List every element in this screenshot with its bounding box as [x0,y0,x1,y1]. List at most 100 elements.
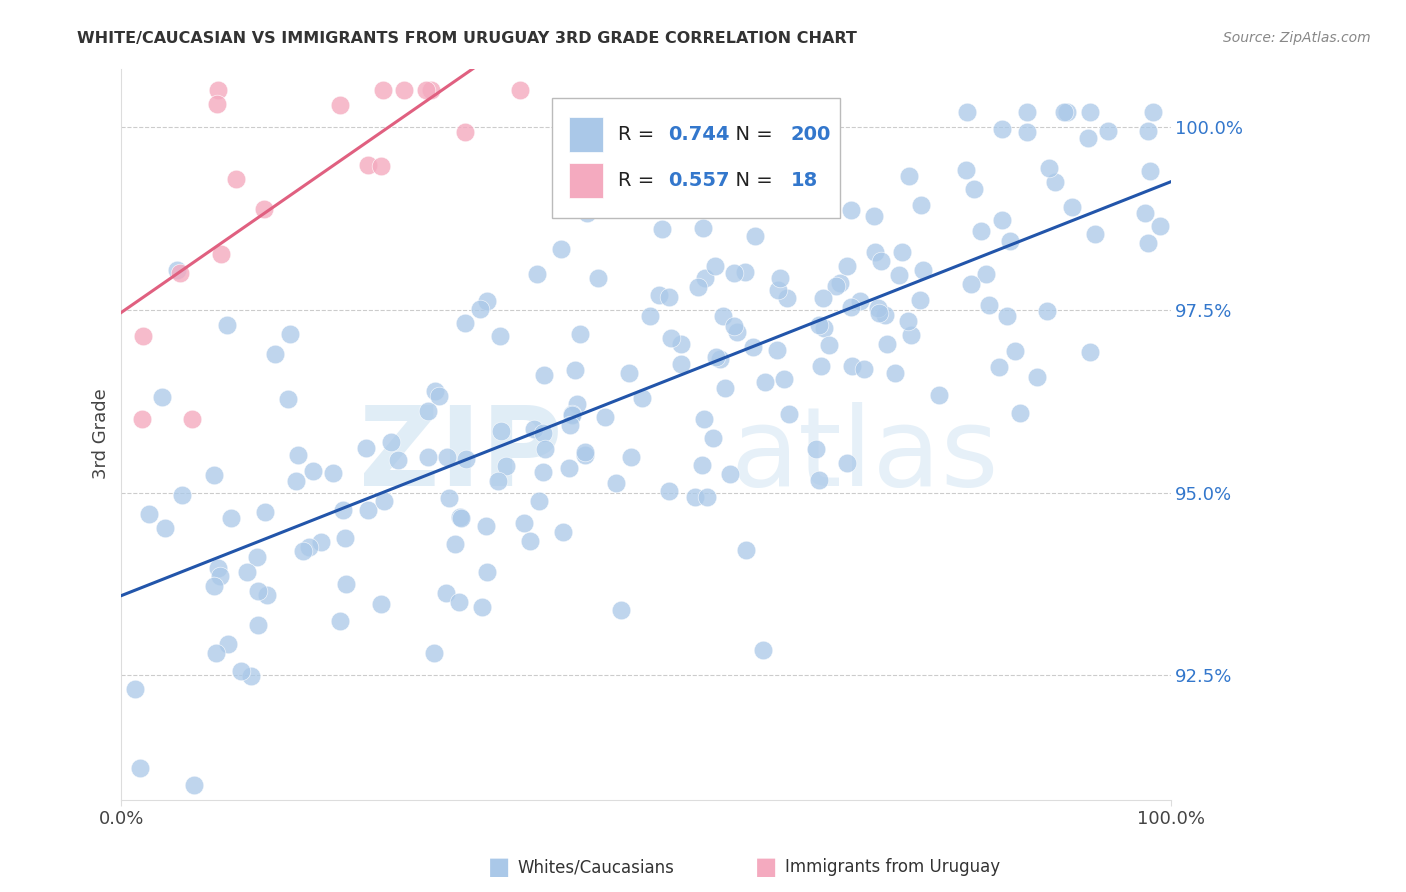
Point [690,199,713,213]
Point [509,83,531,97]
Point [416,450,439,464]
Point [586,271,609,285]
Point [491,424,513,438]
Point [1017,125,1039,139]
Point [1053,105,1076,120]
Point [436,450,458,464]
Point [1004,344,1026,359]
Y-axis label: 3rd Grade: 3rd Grade [93,389,110,479]
Point [713,310,735,324]
Point [219,511,242,525]
Point [991,121,1014,136]
Point [910,198,932,212]
Point [488,329,510,343]
Point [714,381,737,395]
Point [692,220,714,235]
Point [869,254,891,268]
Point [686,279,709,293]
Point [475,565,498,579]
Point [835,259,858,273]
Point [180,412,202,426]
Text: N =: N = [723,171,772,190]
Point [202,579,225,593]
Point [357,502,380,516]
Point [977,298,1000,312]
Point [693,270,716,285]
Point [593,410,616,425]
Point [550,243,572,257]
Point [246,584,269,599]
Point [287,448,309,462]
Point [696,490,718,504]
Point [333,532,356,546]
Point [434,586,457,600]
Text: WHITE/CAUCASIAN VS IMMIGRANTS FROM URUGUAY 3RD GRADE CORRELATION CHART: WHITE/CAUCASIAN VS IMMIGRANTS FROM URUGU… [77,31,858,46]
Point [131,412,153,426]
Point [575,206,598,220]
Point [766,283,789,297]
Point [648,288,671,302]
Point [617,366,640,380]
Point [247,618,270,632]
Point [373,83,395,97]
Point [475,519,498,533]
Text: N =: N = [723,125,772,144]
Point [651,221,673,235]
Point [236,565,259,579]
Point [1142,105,1164,120]
Point [620,450,643,465]
Point [865,245,887,260]
Point [172,488,194,502]
Point [217,638,239,652]
Point [523,422,546,436]
Point [813,321,835,335]
Point [277,392,299,406]
Point [709,351,731,366]
Point [1062,200,1084,214]
Point [887,268,910,282]
Point [387,452,409,467]
Point [754,376,776,390]
Point [423,646,446,660]
Point [495,459,517,474]
Point [565,397,588,411]
Point [380,434,402,449]
Point [609,603,631,617]
Point [449,595,471,609]
Point [778,407,800,421]
Point [486,475,509,489]
Point [209,246,232,260]
Point [322,466,344,480]
Point [818,338,841,352]
Point [471,599,494,614]
Point [533,442,555,456]
Point [207,561,229,575]
Point [357,158,380,172]
Point [706,351,728,365]
Point [875,308,897,322]
Point [240,669,263,683]
Point [908,293,931,307]
Point [373,494,395,508]
Point [683,490,706,504]
Point [298,540,321,554]
Point [131,329,153,343]
Point [723,266,745,280]
Point [437,491,460,505]
Point [1077,131,1099,145]
Point [1036,303,1059,318]
Point [329,614,352,628]
Text: Whites/Caucasians: Whites/Caucasians [517,858,675,876]
Point [640,309,662,323]
Point [998,234,1021,248]
Point [658,484,681,499]
Point [995,309,1018,323]
Text: 18: 18 [790,171,818,190]
Point [928,387,950,401]
Point [959,277,981,291]
Point [285,474,308,488]
Point [658,290,681,304]
Point [574,448,596,462]
Point [392,83,415,97]
Point [692,411,714,425]
